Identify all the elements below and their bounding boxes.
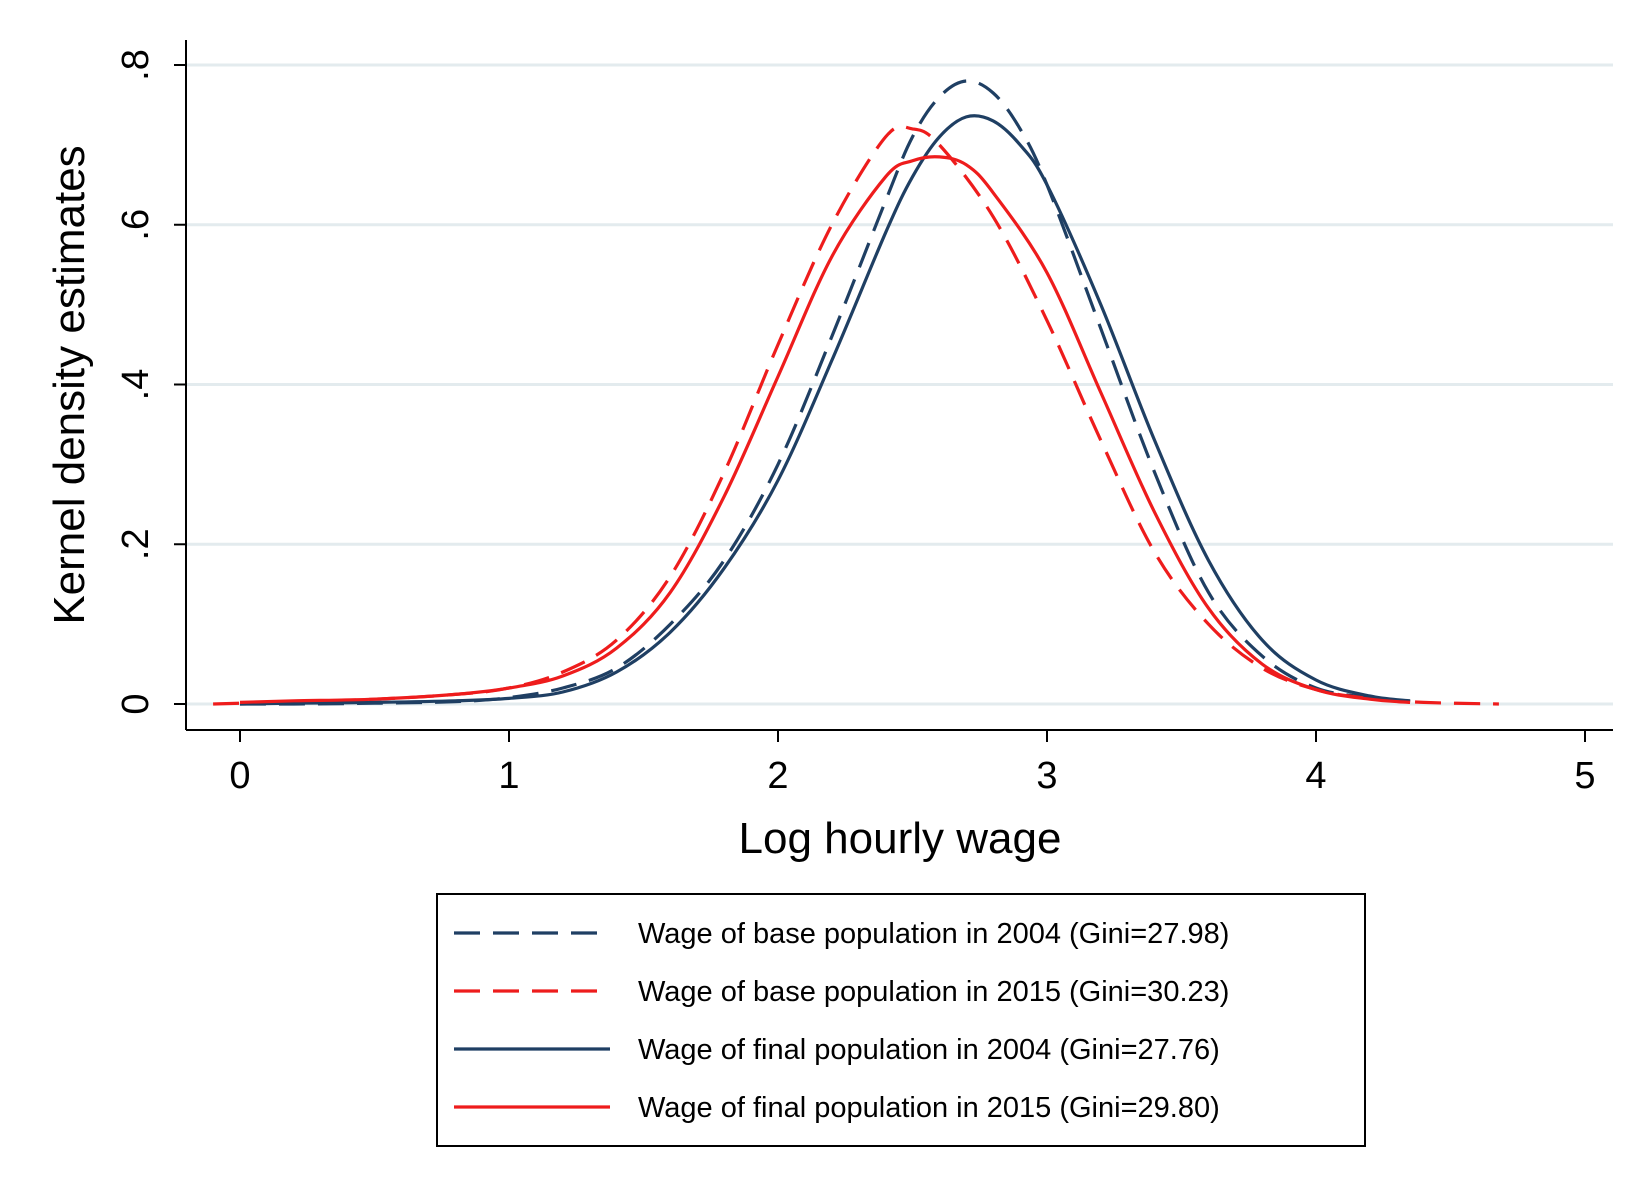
legend-label-0: Wage of base population in 2004 (Gini=27… [638,918,1229,950]
x-axis-title: Log hourly wage [739,814,1062,863]
legend-label-1: Wage of base population in 2015 (Gini=30… [638,976,1229,1008]
x-tick-label-4: 4 [1305,755,1326,797]
grid-lines [186,63,1613,706]
legend-box [436,893,1366,1147]
series-line-2 [239,114,1411,706]
legend: Wage of base population in 2004 (Gini=27… [436,893,1366,1147]
y-tick-label-4: .8 [115,49,157,81]
x-axis-ticks: 0 1 2 3 4 5 [229,730,1596,797]
legend-label-2: Wage of final population in 2004 (Gini=2… [638,1034,1220,1066]
legend-label-3: Wage of final population in 2015 (Gini=2… [638,1092,1220,1124]
x-tick-label-3: 3 [1036,755,1057,797]
y-tick-label-2: .4 [115,369,157,401]
x-tick-label-5: 5 [1574,755,1595,797]
y-tick-label-0: 0 [115,693,157,714]
x-tick-label-0: 0 [229,755,250,797]
x-tick-label-2: 2 [767,755,788,797]
y-tick-label-1: .2 [115,528,157,560]
y-axis-ticks: 0 .2 .4 .6 .8 [115,49,186,715]
series-line-3 [239,155,1411,704]
series-lines [213,79,1499,706]
y-axis-title: Kernel density estimates [45,145,94,624]
series-line-0 [239,79,1411,706]
x-tick-label-1: 1 [498,755,519,797]
y-tick-label-3: .6 [115,209,157,241]
